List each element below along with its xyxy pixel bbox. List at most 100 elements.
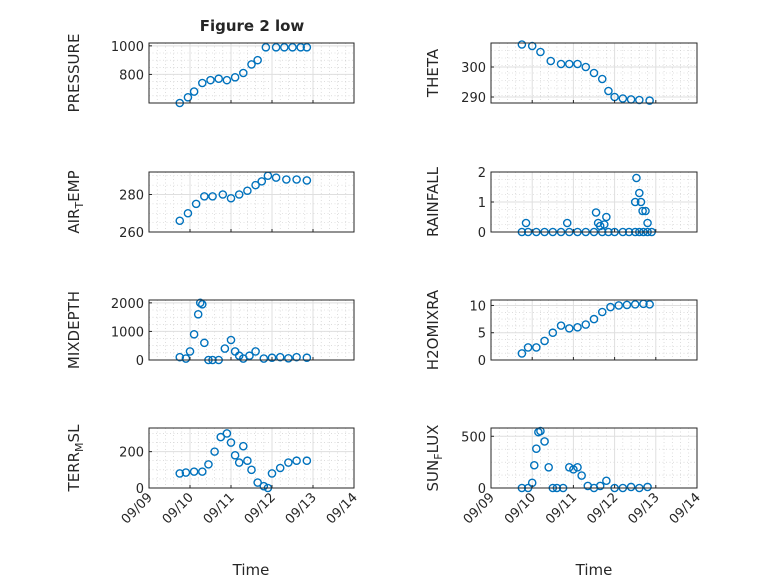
axes-frame: [148, 299, 355, 361]
data-point: [247, 60, 256, 69]
plot-area: [490, 427, 698, 489]
axes-frame: [490, 299, 698, 361]
data-point: [532, 343, 541, 352]
data-point: [597, 74, 607, 84]
data-point: [589, 68, 599, 78]
data-point: [645, 300, 654, 309]
data-point: [302, 353, 312, 363]
y-tick-label: 0: [136, 354, 144, 369]
data-point: [296, 42, 306, 52]
data-point: [210, 447, 219, 456]
data-point: [245, 351, 254, 361]
data-point: [222, 429, 232, 438]
x-tick-label: 09/13: [283, 490, 320, 527]
data-point: [632, 173, 641, 183]
data-point: [573, 322, 582, 332]
data-point: [577, 471, 586, 480]
y-tick-label: 0: [136, 482, 144, 497]
data-point: [193, 309, 203, 319]
y-tick-label: 5: [478, 327, 486, 342]
data-point: [175, 469, 185, 478]
data-point: [546, 56, 556, 66]
data-point: [271, 42, 281, 52]
y-axis-label: MIXDEPTH: [65, 291, 83, 369]
data-point: [200, 192, 209, 201]
data-point: [181, 468, 191, 477]
x-tick-label: 09/14: [667, 490, 704, 527]
data-point: [536, 47, 545, 57]
data-point: [529, 460, 539, 470]
x-tick-label: 09/13: [626, 490, 663, 527]
data-point: [226, 193, 236, 203]
x-axis-label-left: Time: [232, 561, 270, 579]
data-point: [218, 190, 228, 199]
data-point: [302, 176, 312, 185]
x-tick-label: 09/12: [584, 490, 621, 527]
x-tick-label: 09/10: [502, 490, 539, 527]
data-point: [532, 444, 541, 453]
data-point: [267, 469, 277, 478]
x-tick-label: 09/11: [201, 490, 238, 527]
axes-frame: [490, 42, 698, 104]
data-point: [544, 463, 553, 472]
data-point: [630, 197, 640, 207]
data-point: [597, 307, 607, 317]
y-tick-label: 0: [478, 482, 486, 497]
axes-frame: [148, 42, 355, 104]
plot-area: [148, 427, 355, 489]
data-point: [517, 40, 527, 49]
subplot-pressure: 800 1000 PRESSURE: [65, 34, 355, 112]
y-tick-label: 300: [461, 61, 486, 76]
axes-frame: [490, 427, 698, 489]
data-point: [302, 456, 312, 466]
data-point: [271, 173, 281, 182]
data-point: [292, 352, 301, 362]
data-point: [517, 349, 527, 358]
data-point: [288, 42, 297, 52]
data-point: [556, 59, 566, 69]
data-point: [189, 87, 199, 96]
data-point: [197, 299, 207, 309]
x-tick-label: 09/14: [324, 490, 361, 527]
data-point: [556, 321, 566, 330]
data-point: [247, 465, 256, 475]
data-point: [602, 476, 611, 486]
data-point: [275, 463, 285, 473]
data-point: [284, 353, 293, 363]
x-tick-label: 09/10: [160, 490, 197, 527]
data-point: [197, 78, 207, 88]
y-tick-label: 1000: [111, 40, 144, 55]
data-point: [548, 328, 558, 338]
plot-area: [148, 42, 355, 104]
data-point: [635, 188, 644, 198]
data-point: [183, 92, 193, 102]
plot-area: [148, 171, 355, 233]
y-tick-label: 260: [119, 226, 144, 241]
data-point: [641, 206, 650, 216]
data-point: [206, 75, 215, 85]
y-tick-label: 1: [478, 196, 486, 211]
data-point: [564, 463, 574, 472]
data-point: [638, 206, 647, 216]
data-point: [238, 68, 248, 78]
data-point: [292, 175, 301, 184]
y-axis-label: RAINFALL: [424, 166, 442, 237]
data-point: [581, 320, 591, 329]
data-point: [175, 352, 185, 362]
data-point: [226, 335, 236, 345]
data-point: [602, 212, 611, 222]
data-point: [564, 59, 574, 69]
data-point: [604, 86, 613, 96]
data-point: [540, 336, 549, 346]
data-point: [259, 354, 269, 363]
data-point: [214, 74, 223, 84]
data-point: [275, 352, 285, 362]
y-tick-label: 800: [119, 68, 144, 83]
y-tick-label: 500: [461, 430, 486, 445]
data-point: [643, 482, 652, 492]
data-point: [569, 465, 578, 474]
data-point: [606, 302, 615, 312]
data-point: [175, 216, 185, 226]
